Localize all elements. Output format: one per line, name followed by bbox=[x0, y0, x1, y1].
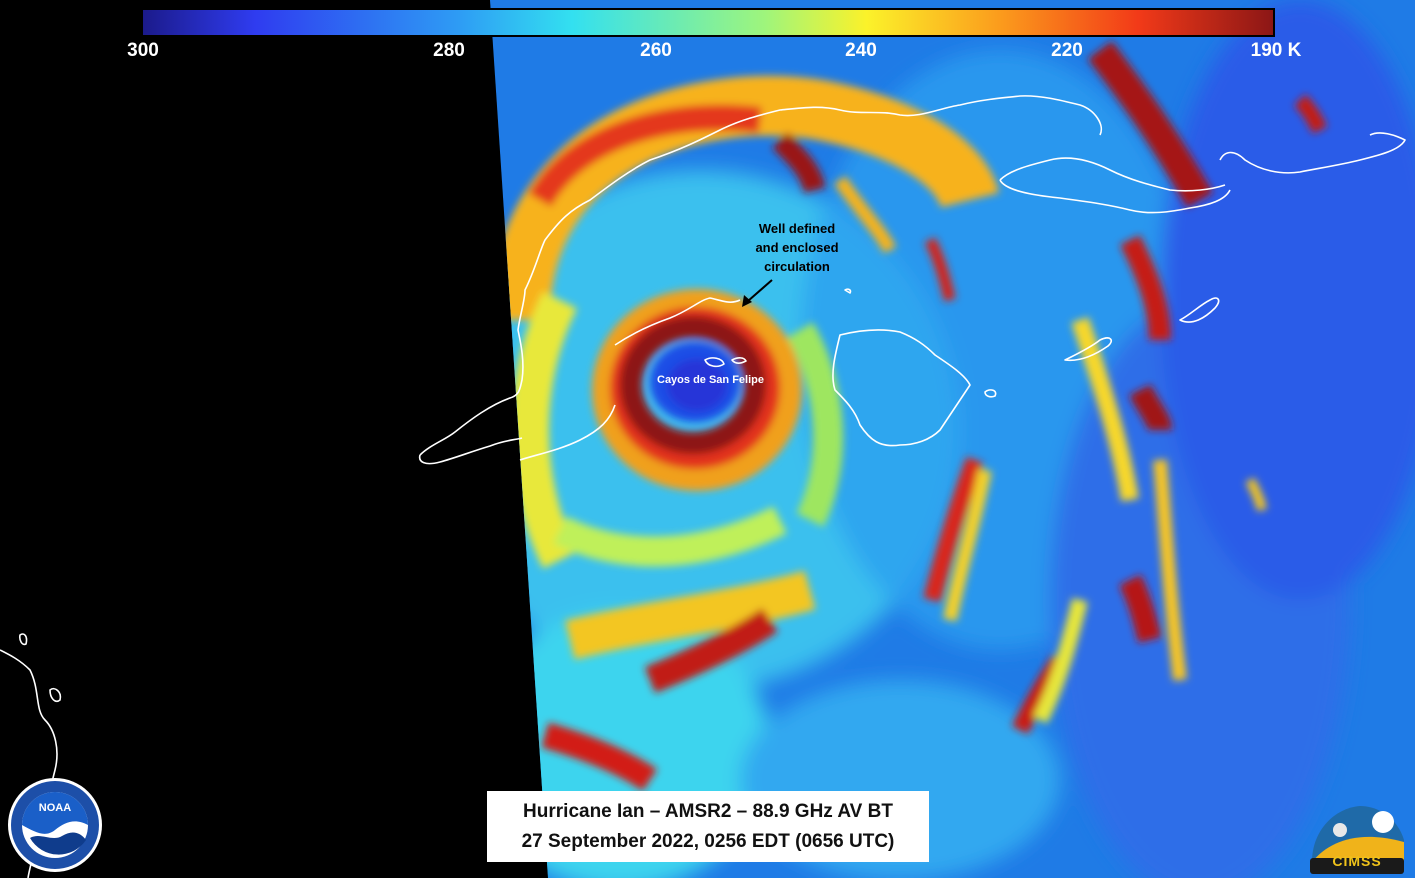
colorbar-tick-280: 280 bbox=[433, 40, 465, 61]
colorbar-tick-260: 260 bbox=[640, 40, 672, 61]
circulation-annotation: Well defined and enclosed circulation bbox=[737, 219, 857, 276]
cimss-logo bbox=[1310, 806, 1404, 874]
place-label-cayos-de-san-felipe: Cayos de San Felipe bbox=[657, 374, 764, 386]
cimss-logo-text: CIMSS bbox=[1332, 853, 1382, 869]
annotation-arrow bbox=[742, 279, 773, 307]
annotation-line-1: Well defined bbox=[758, 221, 836, 236]
colorbar-tick-240: 240 bbox=[845, 40, 877, 61]
colorbar-tick-300: 300 bbox=[127, 40, 159, 61]
caption-line-2: 27 September 2022, 0256 EDT (0656 UTC) bbox=[521, 830, 895, 852]
colorbar-tick-190: 190 K bbox=[1250, 40, 1302, 61]
image-caption: Hurricane Ian – AMSR2 – 88.9 GHz AV BT 2… bbox=[487, 791, 929, 862]
svg-text:NOAA: NOAA bbox=[39, 802, 71, 814]
caption-line-1: Hurricane Ian – AMSR2 – 88.9 GHz AV BT bbox=[523, 800, 893, 822]
colorbar-tick-220: 220 bbox=[1051, 40, 1083, 61]
annotation-line-2: and enclosed bbox=[755, 240, 839, 255]
annotation-line-3: circulation bbox=[764, 259, 830, 274]
noaa-logo: NOAA bbox=[8, 778, 102, 872]
colorbar bbox=[141, 8, 1275, 37]
